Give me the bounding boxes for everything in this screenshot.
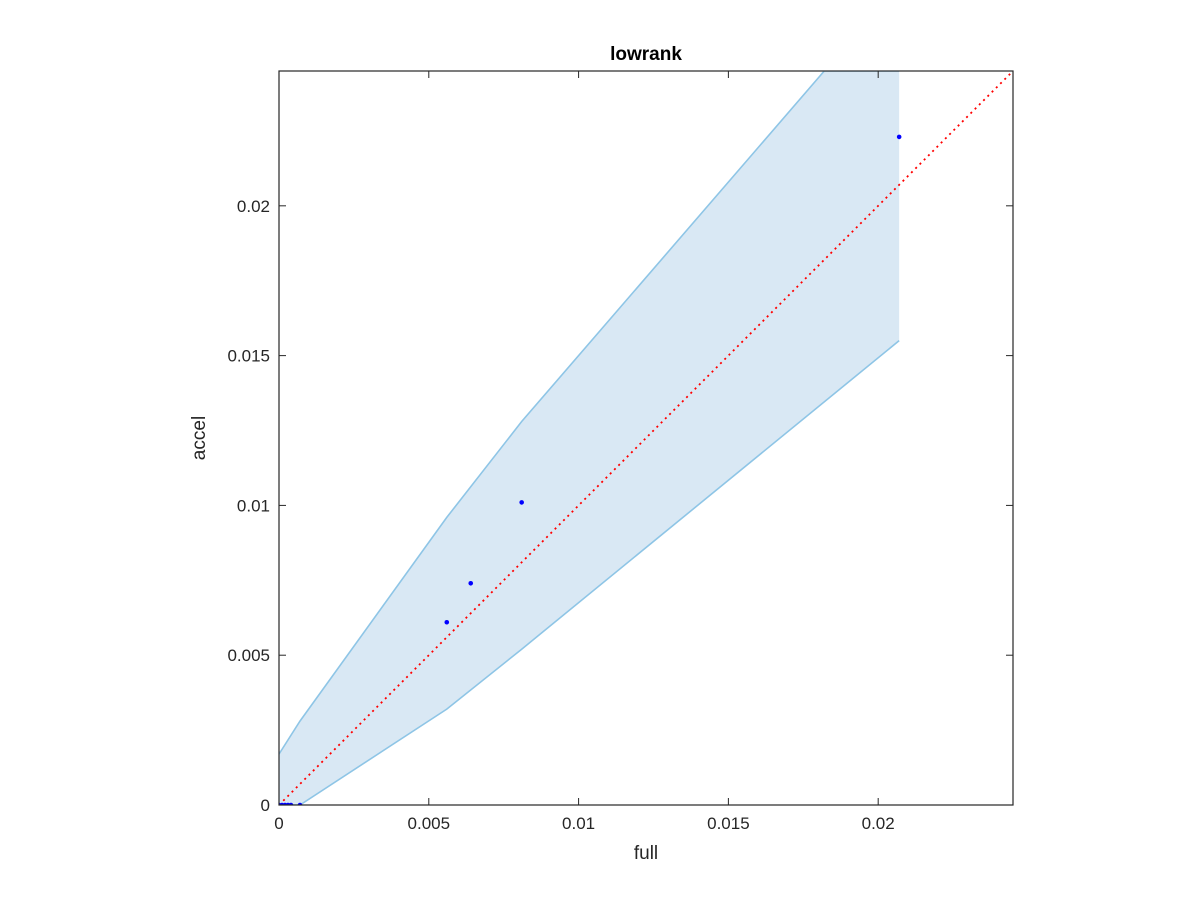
- y-tick-label: 0.01: [237, 496, 270, 515]
- axes-box: [278, 70, 1014, 806]
- data-point: [468, 581, 474, 586]
- x-tick-label: 0: [274, 814, 283, 833]
- y-tick-label: 0.005: [227, 646, 270, 665]
- axis-ticks: 0 0.005 0.01 0.015 0.02 0 0.005 0.01 0.015 0.02: [227, 71, 1013, 833]
- identity-reference-line: [279, 71, 1013, 805]
- band-lower-edge: [279, 340, 900, 805]
- chart-title: lowrank: [610, 44, 682, 65]
- x-tick-label: 0.02: [862, 814, 895, 833]
- y-tick-label: 0.015: [227, 347, 270, 366]
- band-upper-edge: [279, 71, 900, 755]
- x-tick-label: 0.015: [707, 814, 750, 833]
- x-tick-label: 0.005: [408, 814, 451, 833]
- data-point: [444, 619, 450, 625]
- y-tick-label: 0: [261, 796, 270, 815]
- y-axis-label: accel: [189, 416, 210, 460]
- x-tick-label: 0.01: [562, 814, 595, 833]
- y-tick-label: 0.02: [237, 197, 270, 216]
- confidence-band-fill: [279, 71, 900, 805]
- data-point: [896, 134, 902, 140]
- data-point: [519, 500, 524, 505]
- plot-area: [279, 71, 1013, 805]
- x-axis-label: full: [634, 843, 658, 864]
